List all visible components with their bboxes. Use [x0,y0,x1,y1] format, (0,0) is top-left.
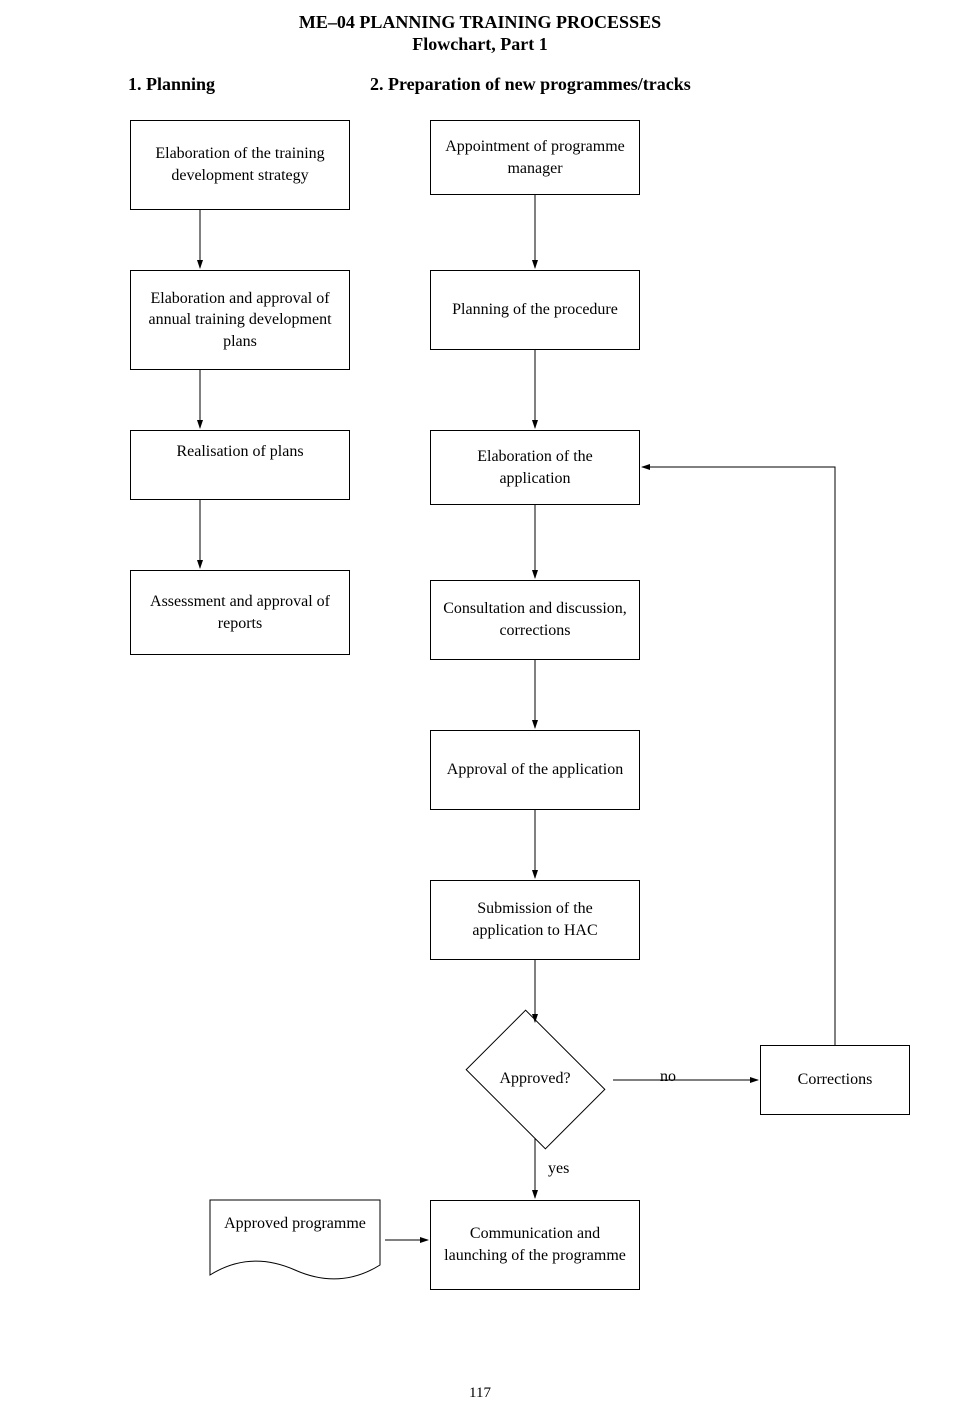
box-communication-text: Communication and launching of the progr… [441,1223,629,1266]
box-approval-application-text: Approval of the application [447,759,623,781]
box-realisation: Realisation of plans [130,430,350,500]
box-elaboration-application: Elaboration of the application [430,430,640,505]
section-label-preparation: 2. Preparation of new programmes/tracks [370,74,691,95]
page-title-2: Flowchart, Part 1 [0,34,960,55]
section-label-planning: 1. Planning [128,74,215,95]
box-planning-procedure-text: Planning of the procedure [452,299,618,321]
box-appointment-text: Appointment of programme manager [441,136,629,179]
box-corrections: Corrections [760,1045,910,1115]
flowchart-page: ME–04 PLANNING TRAINING PROCESSES Flowch… [0,0,960,1426]
box-communication: Communication and launching of the progr… [430,1200,640,1290]
box-submission-hac-text: Submission of the application to HAC [441,898,629,941]
box-assessment-text: Assessment and approval of reports [141,591,339,634]
box-approval-application: Approval of the application [430,730,640,810]
page-title-1: ME–04 PLANNING TRAINING PROCESSES [0,12,960,33]
doc-approved-programme-text: Approved programme [205,1213,385,1235]
doc-approved-programme: Approved programme [205,1195,385,1295]
box-consultation-text: Consultation and discussion, corrections [441,598,629,641]
decision-approved-text: Approved? [455,1070,615,1088]
doc-shape-svg [205,1195,385,1290]
box-corrections-text: Corrections [798,1069,873,1091]
box-elaboration-strategy: Elaboration of the training development … [130,120,350,210]
box-consultation: Consultation and discussion, corrections [430,580,640,660]
box-elaboration-strategy-text: Elaboration of the training development … [141,143,339,186]
decision-approved: Approved? [455,1020,615,1140]
box-elaboration-application-text: Elaboration of the application [441,446,629,489]
label-yes: yes [548,1160,569,1178]
page-number: 117 [0,1385,960,1402]
label-no: no [660,1068,676,1086]
box-elaboration-plans-text: Elaboration and approval of annual train… [141,288,339,353]
box-planning-procedure: Planning of the procedure [430,270,640,350]
box-assessment: Assessment and approval of reports [130,570,350,655]
box-elaboration-plans: Elaboration and approval of annual train… [130,270,350,370]
box-appointment: Appointment of programme manager [430,120,640,195]
box-realisation-text: Realisation of plans [176,441,303,463]
box-submission-hac: Submission of the application to HAC [430,880,640,960]
